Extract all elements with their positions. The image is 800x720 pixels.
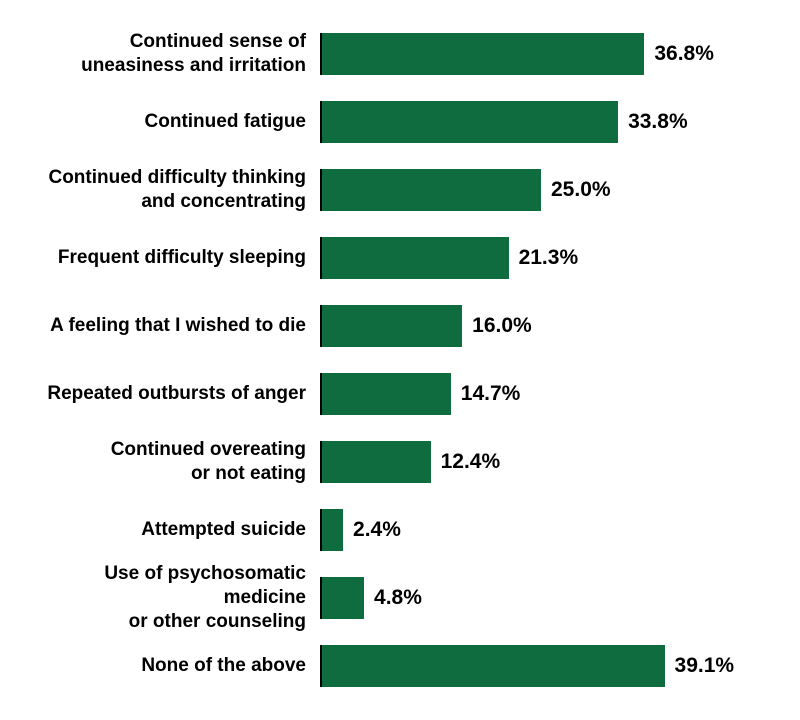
chart-row: Repeated outbursts of anger 14.7% <box>20 363 760 425</box>
bar-area: 33.8% <box>320 101 760 143</box>
chart-row: A feeling that I wished to die 16.0% <box>20 295 760 357</box>
bar <box>322 169 541 211</box>
bar-label: None of the above <box>20 654 320 678</box>
bar-label: Use of psychosomatic medicineor other co… <box>20 562 320 633</box>
chart-row: Attempted suicide 2.4% <box>20 499 760 561</box>
bar-value: 33.8% <box>628 110 688 134</box>
bar <box>322 305 462 347</box>
bar <box>322 441 431 483</box>
chart-row: Continued overeatingor not eating 12.4% <box>20 431 760 493</box>
horizontal-bar-chart: Continued sense ofuneasiness and irritat… <box>0 0 800 720</box>
bar-area: 2.4% <box>320 509 760 551</box>
bar-value: 21.3% <box>519 246 579 270</box>
bar-label: Repeated outbursts of anger <box>20 382 320 406</box>
bar <box>322 577 364 619</box>
bar <box>322 645 665 687</box>
bar-value: 36.8% <box>654 42 714 66</box>
chart-row: Use of psychosomatic medicineor other co… <box>20 567 760 629</box>
bar-label: Attempted suicide <box>20 518 320 542</box>
bar-value: 14.7% <box>461 382 521 406</box>
chart-row: Frequent difficulty sleeping 21.3% <box>20 227 760 289</box>
bar-value: 12.4% <box>441 450 501 474</box>
bar <box>322 237 509 279</box>
bar-value: 39.1% <box>675 654 735 678</box>
bar-area: 36.8% <box>320 33 760 75</box>
bar-label: Continued overeatingor not eating <box>20 438 320 486</box>
bar-area: 4.8% <box>320 577 760 619</box>
bar-area: 25.0% <box>320 169 760 211</box>
bar-value: 2.4% <box>353 518 401 542</box>
bar <box>322 373 451 415</box>
chart-row: Continued difficulty thinkingand concent… <box>20 159 760 221</box>
bar-area: 16.0% <box>320 305 760 347</box>
bar-area: 21.3% <box>320 237 760 279</box>
chart-row: Continued fatigue 33.8% <box>20 91 760 153</box>
bar-value: 25.0% <box>551 178 611 202</box>
bar-label: Frequent difficulty sleeping <box>20 246 320 270</box>
bar-value: 4.8% <box>374 586 422 610</box>
bar-label: Continued fatigue <box>20 110 320 134</box>
bar-label: Continued difficulty thinkingand concent… <box>20 166 320 214</box>
bar-area: 39.1% <box>320 645 760 687</box>
chart-row: Continued sense ofuneasiness and irritat… <box>20 23 760 85</box>
bar <box>322 509 343 551</box>
bar-label: A feeling that I wished to die <box>20 314 320 338</box>
bar <box>322 101 618 143</box>
bar-label: Continued sense ofuneasiness and irritat… <box>20 30 320 78</box>
bar-value: 16.0% <box>472 314 532 338</box>
bar <box>322 33 644 75</box>
bar-area: 12.4% <box>320 441 760 483</box>
bar-area: 14.7% <box>320 373 760 415</box>
chart-row: None of the above 39.1% <box>20 635 760 697</box>
